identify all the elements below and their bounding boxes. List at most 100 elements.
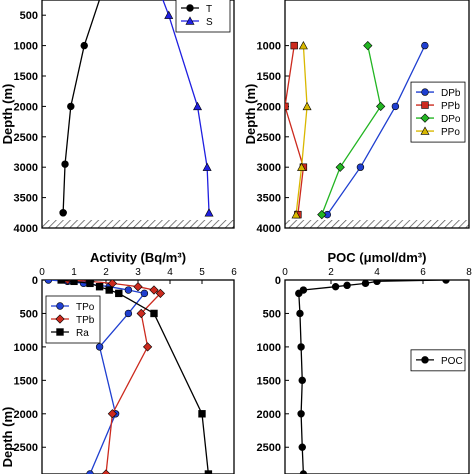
- data-point-TPo: [95, 343, 104, 351]
- y-tick-label: 500: [20, 308, 38, 320]
- legend-label-TPo: TPo: [76, 302, 95, 313]
- y-tick-label: 0: [32, 275, 38, 287]
- data-point-TPb: [107, 409, 118, 419]
- data-point-POC: [296, 309, 304, 318]
- data-point-Ra: [150, 309, 158, 318]
- data-point-POC: [331, 282, 340, 291]
- data-point-TPb: [155, 288, 166, 299]
- data-point-Ra: [115, 289, 123, 298]
- data-point-TPb: [142, 342, 153, 352]
- y-tick-label: 2500: [14, 132, 38, 144]
- legend-label-POC: POC: [441, 356, 463, 367]
- y-tick-label: 1000: [14, 342, 38, 354]
- x-tick-label: 6: [420, 267, 426, 278]
- chart-title: POC (μmol/dm³): [328, 250, 427, 265]
- series-line-DPb: [326, 45, 426, 215]
- x-tick-label: 4: [374, 267, 380, 278]
- data-point-Ra: [70, 280, 78, 286]
- data-point-TPo: [86, 470, 94, 474]
- y-tick-label: 1500: [14, 71, 38, 83]
- plot-frame: [284, 0, 470, 229]
- legend-box: [175, 0, 231, 33]
- data-point-POC: [442, 280, 450, 284]
- data-point-POC: [295, 289, 303, 298]
- data-point-DPo: [335, 162, 345, 172]
- data-point-POC: [299, 470, 308, 474]
- plot-frame: [284, 279, 470, 474]
- data-point-DPo: [376, 101, 386, 112]
- x-tick-label: 1: [71, 267, 77, 278]
- seafloor-hatch: [42, 220, 234, 228]
- legend-marker-TPo: [56, 302, 64, 310]
- data-point-TPb: [133, 282, 143, 292]
- legend-label-Ra: Ra: [76, 328, 89, 339]
- x-tick-label: 6: [231, 267, 237, 278]
- data-point-S: [204, 208, 214, 217]
- data-point-POC: [298, 376, 306, 385]
- data-point-POC: [373, 280, 381, 286]
- x-tick-label: 2: [103, 267, 109, 278]
- data-point-DPb: [356, 163, 365, 171]
- x-tick-label: 4: [167, 267, 173, 278]
- data-point-T: [61, 160, 69, 168]
- legend-marker-Ra: [56, 328, 64, 336]
- data-point-T: [67, 102, 75, 111]
- legend-marker-POC: [421, 356, 429, 364]
- y-tick-label: 2000: [257, 101, 281, 113]
- data-point-S: [164, 10, 174, 19]
- legend-label-DPb: DPb: [441, 88, 461, 99]
- data-point-PPo: [298, 40, 308, 50]
- legend-label-PPb: PPb: [441, 101, 460, 112]
- series-group: [285, 40, 429, 220]
- y-tick-label: 0: [275, 275, 281, 287]
- y-tick-label: 3500: [14, 193, 38, 205]
- x-tick-label: 0: [39, 267, 45, 278]
- legend-box: [45, 295, 101, 344]
- data-point-T: [80, 41, 88, 50]
- data-point-TPo: [124, 309, 133, 318]
- legend-marker-S: [185, 16, 195, 25]
- series-line-TPb: [67, 280, 162, 474]
- series-line-POC: [298, 280, 447, 474]
- series-group: [295, 280, 450, 474]
- y-axis-label: Depth (m): [0, 84, 15, 145]
- legend-label-T: T: [206, 4, 212, 15]
- series-group: [59, 0, 214, 217]
- data-point-DPb: [421, 41, 429, 50]
- data-point-POC: [343, 281, 351, 290]
- legend-label-S: S: [206, 17, 213, 28]
- legend-marker-DPo: [420, 113, 430, 123]
- y-tick-label: 3500: [257, 193, 281, 205]
- plot-frame: [41, 0, 235, 229]
- x-tick-label: 2: [328, 267, 334, 278]
- data-point-S: [193, 101, 203, 111]
- data-point-TPo: [140, 289, 149, 298]
- legend-box: [410, 349, 466, 372]
- data-point-POC: [298, 443, 306, 451]
- data-point-PPo: [302, 101, 312, 111]
- y-axis-label: Depth (m): [243, 84, 258, 145]
- series-line-PPo: [295, 45, 308, 215]
- data-point-TPb: [136, 308, 146, 319]
- y-tick-label: 1000: [257, 41, 281, 53]
- data-point-Ra: [198, 410, 206, 418]
- series-group: [44, 280, 213, 474]
- data-point-TPo: [124, 286, 133, 294]
- legend-marker-PPb: [421, 101, 429, 109]
- legend-label-TPb: TPb: [76, 315, 95, 326]
- data-point-PPb: [285, 102, 289, 111]
- data-point-POC: [361, 280, 370, 288]
- legend-label-DPo: DPo: [441, 114, 461, 125]
- series-line-PPb: [285, 45, 305, 215]
- series-line-DPo: [321, 45, 382, 215]
- data-point-DPo: [363, 40, 373, 51]
- data-point-DPo: [317, 209, 327, 220]
- data-point-Ra: [95, 282, 104, 291]
- y-tick-label: 2000: [257, 409, 281, 421]
- data-point-DPb: [391, 102, 400, 111]
- data-point-Ra: [57, 280, 65, 284]
- y-tick-label: 1000: [257, 342, 281, 354]
- legend-marker-T: [186, 4, 194, 12]
- x-tick-label: 0: [282, 267, 288, 278]
- data-point-TPb: [101, 469, 111, 474]
